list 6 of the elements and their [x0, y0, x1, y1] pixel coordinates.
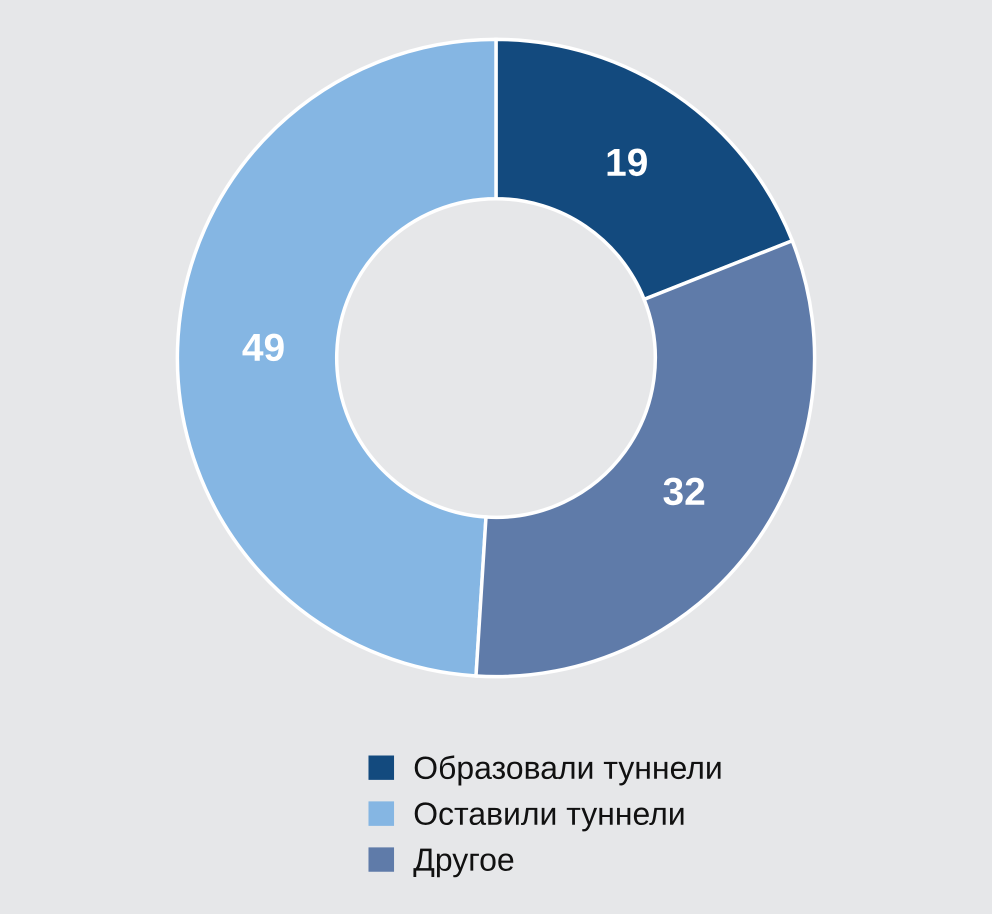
- legend-label: Оставили туннели: [414, 802, 684, 832]
- data-label: 49: [242, 334, 284, 362]
- data-label: 19: [608, 148, 647, 176]
- legend-label: Образовали туннели: [414, 755, 721, 786]
- legend-label: Другое: [413, 848, 514, 878]
- data-label: 32: [663, 478, 704, 506]
